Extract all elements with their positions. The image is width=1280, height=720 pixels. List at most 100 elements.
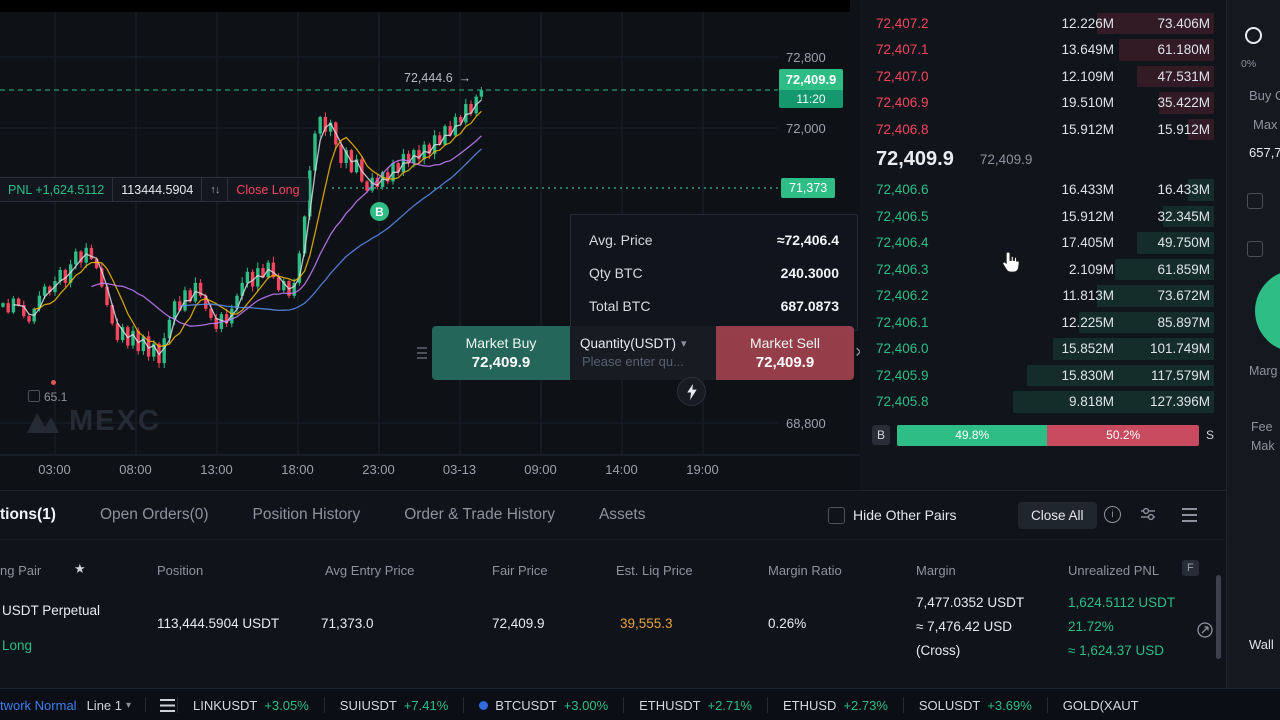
ask-price: 72,407.1 (876, 42, 929, 58)
panel-tab[interactable]: Assets (598, 506, 646, 523)
ask-row[interactable]: 72,406.8 15.912M 15.912M (860, 116, 1226, 143)
ticker-strip: LINKUSDT +3.05% SUIUSDT +7.41% BTCUSDT +… (177, 689, 1161, 720)
vertical-scrollbar[interactable] (1216, 575, 1221, 659)
maker-label: Mak (1251, 439, 1275, 453)
high-price-annotation: 72,444.6 → (404, 71, 472, 85)
flash-trade-button[interactable] (677, 377, 706, 406)
info-icon[interactable]: i (1104, 506, 1121, 523)
chart-grid (0, 12, 860, 456)
hide-other-pairs-checkbox[interactable] (828, 507, 845, 524)
share-pnl-icon[interactable] (1196, 621, 1214, 639)
bid-row[interactable]: 72,406.3 2.109M 61.859M (860, 256, 1226, 283)
tooltip-label: Total BTC (589, 297, 651, 314)
depth-bar (1096, 12, 1214, 34)
coin-dot-icon (479, 700, 489, 710)
quantity-input[interactable] (580, 353, 704, 370)
bid-row[interactable]: 72,406.5 15.912M 32.345M (860, 203, 1226, 230)
quantity-unit-select[interactable]: Quantity(USDT) ▾ (580, 336, 687, 351)
position-size-cell: 113,444.5904 USDT (157, 616, 280, 631)
ticker-item[interactable]: LINKUSDT +3.05% (177, 697, 324, 713)
ticker-item[interactable]: SUIUSDT +7.41% (323, 697, 464, 713)
margin-label: Marg (1249, 364, 1278, 378)
filter-settings-icon[interactable] (1140, 507, 1156, 521)
tooltip-value: ≈72,406.4 (776, 231, 839, 248)
panel-tab[interactable]: Order & Trade History (404, 506, 555, 523)
drag-handle[interactable] (417, 347, 427, 359)
ticker-item[interactable]: SOLUSDT +3.69% (902, 697, 1047, 713)
bid-row[interactable]: 72,406.4 17.405M 49.750M (860, 230, 1226, 257)
panel-tab[interactable]: Position History (252, 506, 361, 523)
bid-row[interactable]: 72,405.8 9.818M 127.396M (860, 389, 1226, 416)
bid-total: 49.750M (1157, 235, 1210, 251)
checkbox-trigger[interactable] (1247, 241, 1263, 257)
bid-row[interactable]: 72,406.1 12.225M 85.897M (860, 309, 1226, 336)
depth-bar (1162, 205, 1214, 227)
pnl-line: 1,624.5112 USDT (1068, 595, 1176, 610)
ask-row[interactable]: 72,406.9 19.510M 35.422M (860, 90, 1226, 117)
ticker-item[interactable]: GOLD(XAUT (1046, 697, 1161, 713)
bid-row[interactable]: 72,406.2 11.813M 73.672M (860, 283, 1226, 310)
position-size: 113444.5904 (112, 178, 201, 201)
panel-tab[interactable]: Open Orders(0) (99, 506, 209, 523)
close-long-button[interactable]: Close Long (227, 178, 307, 201)
indicator-icon[interactable] (28, 390, 40, 402)
price-axis-68800: 68,800 (786, 416, 826, 431)
order-tooltip: Avg. Price ≈72,406.4 Qty BTC 240.3000 To… (570, 214, 858, 331)
margin-line: ≈ 7,476.42 USD (916, 619, 1012, 634)
max-label[interactable]: Max (1253, 117, 1278, 132)
ticker-symbol: ETHUSD (782, 697, 837, 713)
ask-row[interactable]: 72,407.2 12.226M 73.406M (860, 10, 1226, 37)
reverse-icon[interactable]: ↑↓ (201, 178, 227, 201)
ask-qty: 13.649M (1061, 42, 1114, 58)
market-buy-button[interactable]: Market Buy 72,409.9 (432, 326, 570, 380)
close-all-button[interactable]: Close All (1018, 502, 1097, 529)
tooltip-row: Avg. Price ≈72,406.4 (571, 223, 857, 256)
tooltip-label: Avg. Price (589, 231, 653, 248)
top-bar-strip (0, 0, 850, 12)
mid-price-row[interactable]: 72,409.9 72,409.9 (860, 143, 1226, 177)
ask-total: 47.531M (1157, 68, 1210, 84)
star-icon[interactable]: ★ (74, 561, 86, 576)
line-selector[interactable]: Line 1 ▾ (86, 697, 132, 713)
market-sell-button[interactable]: Market Sell 72,409.9 (716, 326, 854, 380)
lightning-icon (687, 383, 697, 400)
tooltip-label: Qty BTC (589, 264, 643, 281)
ticker-item[interactable]: ETHUSD +2.73% (766, 697, 903, 713)
bid-row[interactable]: 72,405.9 15.830M 117.579M (860, 362, 1226, 389)
checkbox-tp-sl[interactable] (1247, 193, 1263, 209)
wallet-label: Wall (1249, 637, 1274, 652)
bid-row[interactable]: 72,406.6 16.433M 16.433M (860, 177, 1226, 204)
position-line-widget: PNL +1,624.5112 113444.5904 ↑↓ Close Lon… (0, 177, 309, 202)
position-side: Long (2, 638, 33, 653)
menu-icon[interactable] (1182, 508, 1197, 522)
ticker-change: +7.41% (403, 697, 449, 713)
bid-total: 16.433M (1157, 182, 1210, 198)
price-chart[interactable] (0, 0, 860, 490)
bid-price: 72,406.4 (876, 235, 929, 251)
ask-row[interactable]: 72,407.0 12.109M 47.531M (860, 63, 1226, 90)
ticker-item[interactable]: BTCUSDT +3.00% (463, 697, 623, 713)
funding-badge[interactable]: F (1182, 560, 1199, 576)
status-bar: twork Normal Line 1 ▾ LINKUSDT +3.05% SU… (0, 688, 1280, 720)
panel-tabs: tions(1) Open Orders(0) Position History Or… (0, 491, 1226, 540)
panel-tab[interactable]: tions(1) (0, 506, 56, 523)
pnl-value: PNL +1,624.5112 (8, 182, 105, 197)
depth-bar (1012, 391, 1214, 413)
hide-other-pairs-label: Hide Other Pairs (853, 507, 957, 523)
leverage-ring-icon[interactable] (1245, 27, 1262, 44)
time-axis[interactable]: 03:00 08:00 13:00 18:00 23:00 03-13 09:00 14:00… (14, 462, 743, 477)
ticker-item[interactable]: ETHUSDT +2.71% (623, 697, 767, 713)
bid-row[interactable]: 72,406.0 15.852M 101.749M (860, 336, 1226, 363)
depth-bar (1078, 311, 1214, 333)
ask-price: 72,406.8 (876, 121, 929, 137)
buy-order-marker[interactable]: B (370, 202, 389, 221)
entry-price-badge: 71,373 (781, 178, 836, 198)
buy-long-button[interactable] (1255, 270, 1280, 352)
header-fair-price: Fair Price (492, 563, 548, 578)
ask-row[interactable]: 72,407.1 13.649M 61.180M (860, 37, 1226, 64)
bid-total: 117.579M (1150, 367, 1210, 383)
ticker-menu-icon[interactable] (160, 698, 176, 712)
slider-value: 0% (1241, 58, 1257, 70)
ask-qty: 12.109M (1061, 68, 1114, 84)
time-tick: 23:00 (362, 462, 395, 477)
